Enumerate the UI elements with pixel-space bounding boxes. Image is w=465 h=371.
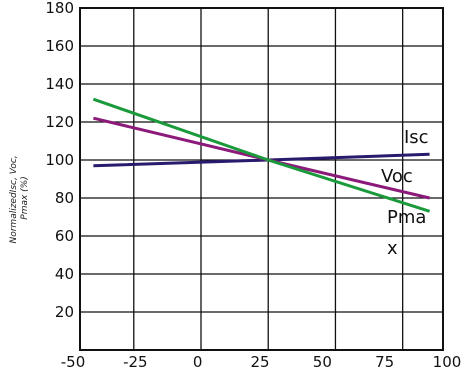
series-label-voc: Voc [381, 166, 413, 187]
x-tick-label: -50 [61, 353, 86, 371]
y-tick-label: 100 [45, 151, 74, 169]
x-tick-label: -25 [123, 353, 148, 371]
series-lines [92, 97, 431, 213]
y-tick-label: 180 [45, 0, 74, 17]
series-label-pmax: Pma x [387, 207, 426, 259]
y-tick-label: 120 [45, 113, 74, 131]
x-tick-label: 50 [313, 353, 332, 371]
y-tick-label: 60 [55, 227, 74, 245]
series-labels: Isc Voc Pma x [381, 127, 429, 259]
y-tick-label: 140 [45, 75, 74, 93]
y-tick-label: 160 [45, 37, 74, 55]
y-axis-label: NormalizedIsc, Voc, Pmax (%) [9, 152, 30, 243]
x-tick-label: 25 [250, 353, 269, 371]
y-axis-label-line-1: NormalizedIsc, Voc, [9, 155, 19, 243]
series-line-pmax [92, 97, 431, 213]
y-axis-label-line-2: Pmax (%) [20, 176, 30, 219]
x-tick-labels: -50 -25 0 25 50 75 100 [61, 353, 462, 371]
series-label-isc: Isc [404, 127, 429, 148]
plot-frame [79, 7, 444, 351]
x-tick-label: 100 [433, 353, 462, 371]
x-tick-label: 75 [375, 353, 394, 371]
y-tick-label: 20 [55, 303, 74, 321]
y-tick-label: 80 [55, 189, 74, 207]
x-tick-label: 0 [193, 353, 203, 371]
y-tick-label: 40 [55, 265, 74, 283]
y-tick-labels: 20 40 60 80 100 120 140 160 180 [45, 0, 74, 321]
